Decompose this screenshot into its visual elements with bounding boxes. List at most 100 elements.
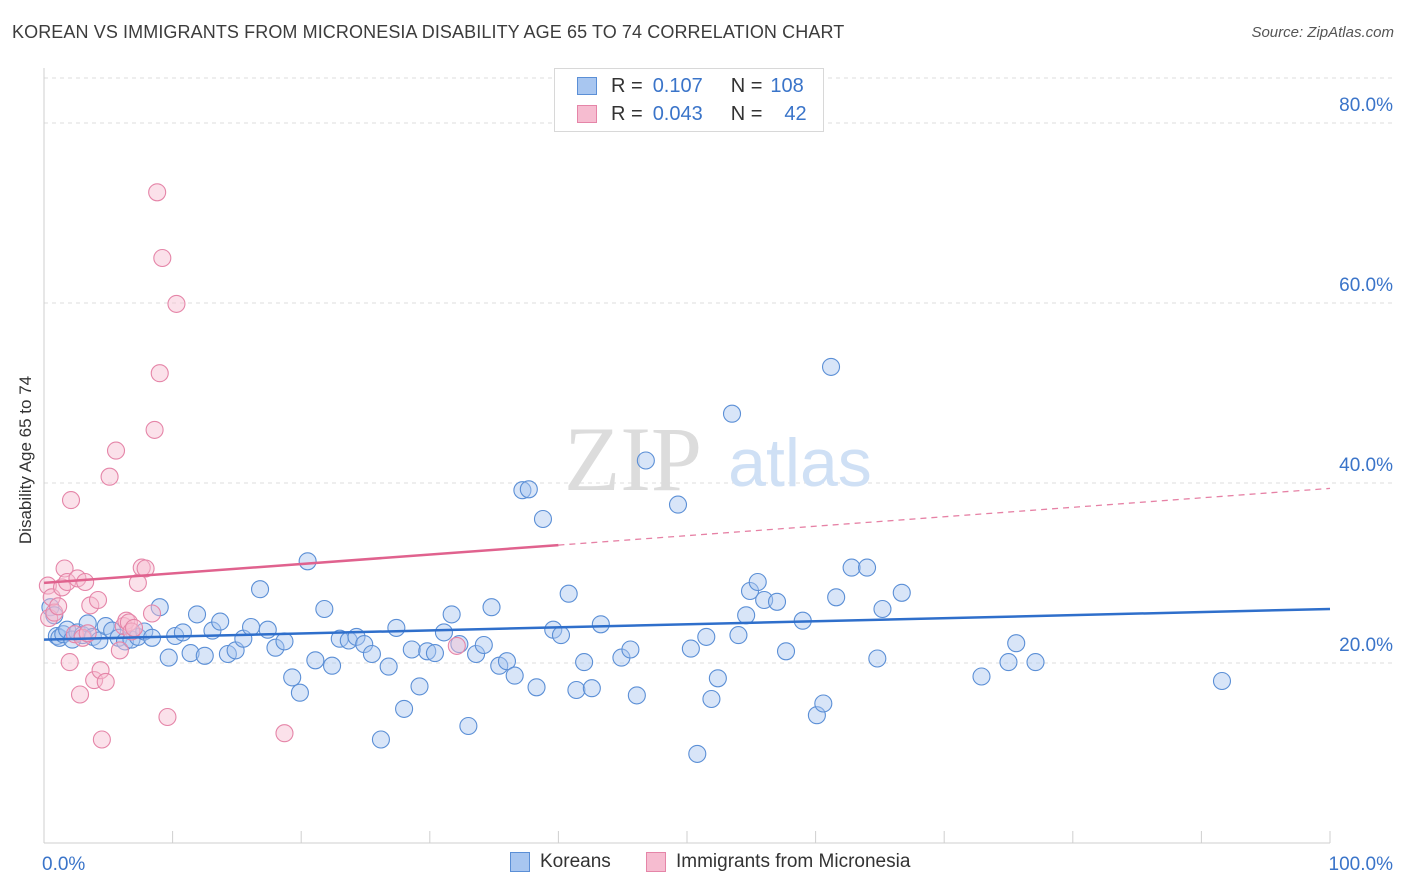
watermark-atlas: atlas <box>728 425 872 501</box>
micronesia-point <box>55 559 74 578</box>
korean-point <box>275 632 294 651</box>
micronesia-trend-extension <box>558 487 1331 546</box>
korean-point <box>821 357 841 376</box>
korean-point <box>266 638 285 657</box>
korean-point <box>729 626 748 645</box>
korean-point <box>459 716 478 736</box>
chart-title: KOREAN VS IMMIGRANTS FROM MICRONESIA DIS… <box>12 22 845 42</box>
korean-point <box>379 657 398 676</box>
micronesia-point <box>52 578 72 597</box>
korean-point <box>315 599 334 619</box>
korean-point <box>505 666 524 685</box>
korean-point <box>636 451 655 470</box>
korean-point <box>702 689 721 709</box>
x-tick-label: 100.0% <box>1329 854 1394 875</box>
micronesia-point <box>85 671 104 690</box>
korean-point <box>1026 653 1045 672</box>
points-layer <box>38 183 1232 763</box>
micronesia-point <box>91 661 110 680</box>
korean-point <box>748 572 767 592</box>
korean-point <box>697 627 716 646</box>
korean-point <box>591 615 610 634</box>
micronesia-point <box>153 248 172 268</box>
watermark-zip: ZIP <box>564 408 702 510</box>
korean-point <box>362 644 381 664</box>
series-legend: Koreans Immigrants from Micronesia <box>0 851 1406 879</box>
y-tick-label: 60.0% <box>1339 275 1393 296</box>
source-label: Source: ZipAtlas.com <box>1251 24 1394 41</box>
korean-point <box>999 653 1018 672</box>
micronesia-point <box>275 724 294 743</box>
korean-point <box>873 599 892 619</box>
korean-point <box>722 404 742 423</box>
korean-point <box>567 680 586 700</box>
micronesia-point <box>106 441 126 460</box>
micronesia-point <box>92 730 111 749</box>
legend-item-micronesia: Immigrants from Micronesia <box>646 851 910 873</box>
micronesia-point <box>447 636 466 655</box>
legend-swatch-micronesia <box>646 852 666 872</box>
legend-n-label: N = <box>730 102 763 125</box>
x-tick-label: 0.0% <box>42 854 85 875</box>
korean-point <box>195 646 214 665</box>
korean-point <box>418 642 437 661</box>
korean-trend-line <box>43 607 1331 641</box>
korean-point <box>181 644 200 663</box>
korean-point <box>551 626 571 645</box>
micronesia-point <box>128 573 147 592</box>
korean-point <box>387 618 406 637</box>
korean-point <box>355 635 374 654</box>
korean-point <box>173 623 192 642</box>
legend-label-koreans: Koreans <box>540 851 611 872</box>
korean-point <box>767 592 787 611</box>
korean-point <box>776 642 796 661</box>
micronesia-point <box>88 590 108 610</box>
korean-point <box>482 598 501 617</box>
korean-point <box>450 635 469 654</box>
korean-point <box>527 678 546 697</box>
micronesia-trend-line <box>43 543 559 585</box>
micronesia-point <box>148 183 167 202</box>
korean-point <box>211 612 230 631</box>
korean-point <box>250 580 270 599</box>
legend-r-label: R = <box>611 102 643 125</box>
korean-point <box>814 694 833 713</box>
korean-point <box>323 656 342 675</box>
korean-point <box>519 480 538 499</box>
tick-label-layer: 20.0% 40.0% 60.0% 80.0% 0.0% 100.0% <box>42 95 1393 875</box>
legend-row-koreans: R = 0.107 N = 108 <box>577 74 804 98</box>
korean-point <box>402 640 421 659</box>
legend-r-value: 0.043 <box>652 102 703 125</box>
micronesia-point <box>150 364 169 383</box>
korean-point <box>668 495 688 514</box>
y-tick-label: 20.0% <box>1339 635 1393 656</box>
korean-point <box>78 614 97 633</box>
micronesia-point <box>167 294 186 313</box>
grid-layer <box>44 77 1392 664</box>
axis-layer <box>43 68 1331 844</box>
legend-swatch-micronesia <box>577 105 597 123</box>
watermark: ZIP atlas <box>564 408 872 510</box>
korean-point <box>681 639 700 658</box>
korean-point <box>371 730 390 749</box>
y-tick-label: 40.0% <box>1339 455 1393 476</box>
korean-point <box>434 623 453 642</box>
korean-point <box>1212 671 1232 691</box>
korean-point <box>241 617 261 637</box>
korean-point <box>737 606 756 625</box>
korean-point <box>410 677 429 696</box>
legend-n-value: 108 <box>770 74 804 97</box>
korean-point <box>688 744 707 763</box>
micronesia-point <box>136 559 155 578</box>
korean-point <box>857 558 877 577</box>
legend-r-label: R = <box>611 74 643 97</box>
micronesia-point <box>110 641 129 660</box>
korean-point <box>187 605 207 624</box>
legend-row-micronesia: R = 0.043 N = 42 <box>577 102 807 126</box>
korean-point <box>298 552 317 571</box>
micronesia-point <box>96 672 115 691</box>
korean-point <box>559 584 578 603</box>
korean-point <box>283 668 302 687</box>
korean-point <box>290 683 309 702</box>
